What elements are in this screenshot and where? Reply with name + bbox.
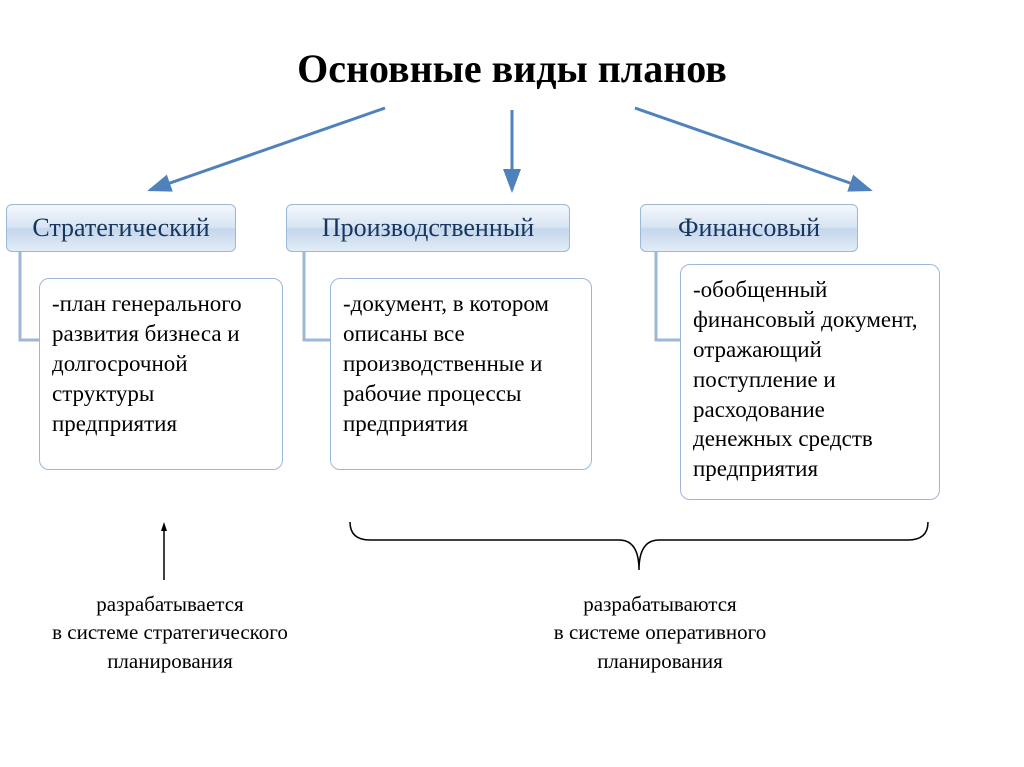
note-right: разрабатываютсяв системе оперативногопла… [510,590,810,675]
